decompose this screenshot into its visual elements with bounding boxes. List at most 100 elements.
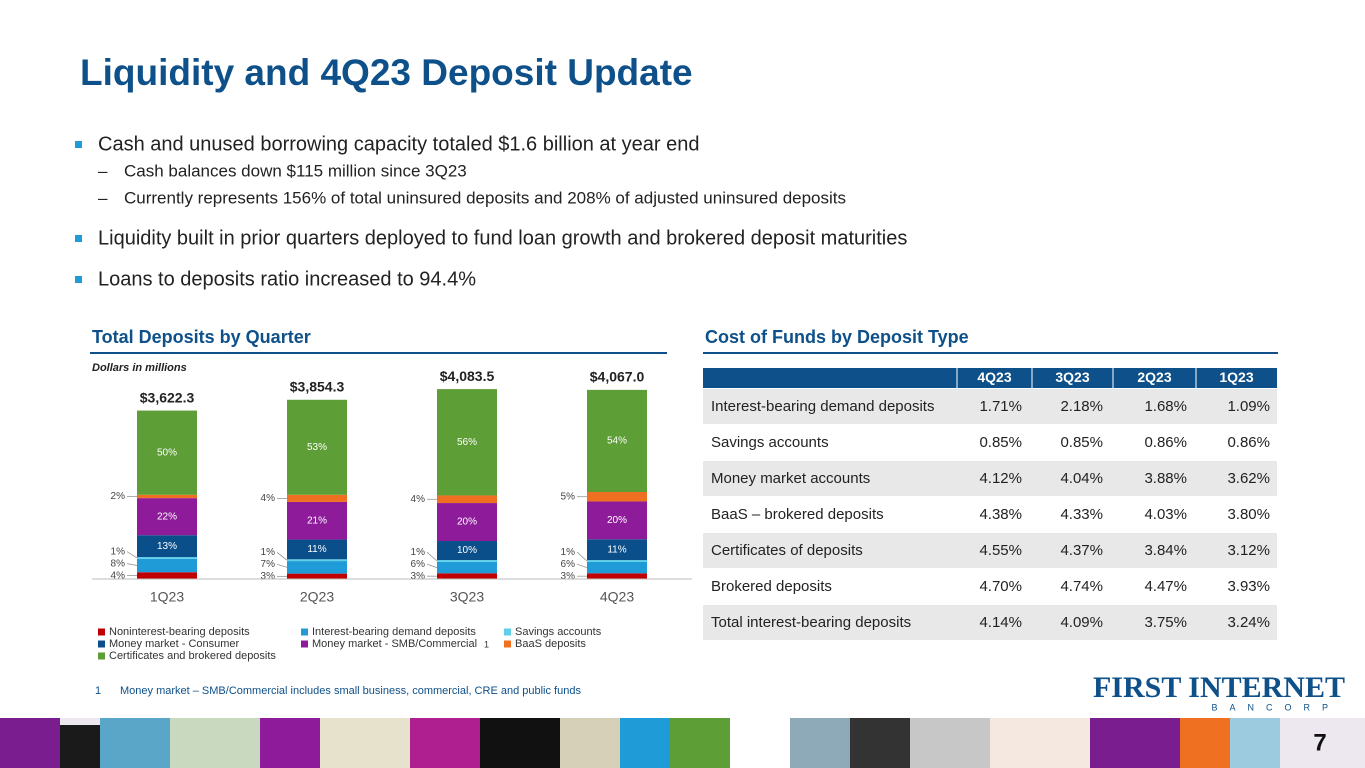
bar-segment (587, 539, 647, 561)
row-label: BaaS – brokered deposits (711, 506, 884, 523)
table-cell: 3.80% (1227, 506, 1270, 523)
sub-bullet-text: Cash balances down $115 million since 3Q… (124, 161, 467, 180)
bullet-text: Cash and unused borrowing capacity total… (98, 133, 700, 155)
x-tick-label: 2Q23 (300, 589, 334, 605)
bar-segment (437, 389, 497, 496)
table-cell: 0.86% (1227, 434, 1270, 451)
bar-segment (587, 389, 647, 493)
footnote-text: Money market – SMB/Commercial includes s… (120, 685, 581, 697)
table-cell: 4.37% (1060, 542, 1103, 559)
total-label: $4,083.5 (440, 368, 495, 384)
bar-segment (587, 561, 647, 574)
total-label: $3,622.3 (140, 389, 195, 405)
legend-label: Noninterest-bearing deposits (109, 626, 250, 638)
bar-segment (287, 399, 347, 495)
segment-label: 6% (561, 559, 576, 570)
table-cell: 3.84% (1144, 542, 1187, 559)
table-cell: 1.68% (1144, 398, 1187, 415)
row-label: Interest-bearing demand deposits (711, 398, 934, 415)
table-row (703, 497, 1277, 532)
bar-segment (287, 561, 347, 574)
bar-segment (137, 535, 197, 558)
table-row (703, 461, 1277, 496)
table-cell: 4.55% (979, 542, 1022, 559)
segment-label: 50% (157, 447, 177, 458)
table-cell: 3.75% (1144, 614, 1187, 631)
segment-label: 2% (111, 491, 126, 502)
segment-label: 6% (411, 559, 426, 570)
leader-line (126, 563, 138, 566)
legend-swatch (504, 628, 511, 636)
table-cell: 3.93% (1227, 578, 1270, 595)
bar-segment (437, 560, 497, 562)
segment-label: 3% (411, 571, 426, 582)
table-cell: 4.74% (1060, 578, 1103, 595)
table-cell: 4.70% (979, 578, 1022, 595)
legend-label: Certificates and brokered deposits (109, 650, 276, 662)
legend-swatch (98, 628, 105, 636)
column-header: 3Q23 (1055, 369, 1089, 385)
row-label: Savings accounts (711, 434, 829, 451)
table-header (703, 368, 1277, 388)
row-label: Money market accounts (711, 470, 870, 487)
footnote-marker: 1 (95, 685, 101, 697)
bullet-marker (75, 141, 82, 148)
segment-label: 54% (607, 436, 627, 447)
leader-line (426, 551, 438, 562)
table-cell: 0.86% (1144, 434, 1187, 451)
segment-label: 20% (457, 517, 477, 528)
decor-strip (0, 718, 1365, 768)
bar-segment (437, 503, 497, 542)
x-tick-label: 3Q23 (450, 589, 484, 605)
segment-label: 8% (111, 558, 126, 569)
legend-swatch (301, 640, 308, 648)
bar-segment (287, 494, 347, 502)
table-cell: 3.62% (1227, 470, 1270, 487)
bar-segment (287, 501, 347, 540)
bar-segment (137, 494, 197, 499)
table-cell: 0.85% (979, 434, 1022, 451)
table-row (703, 389, 1277, 424)
bar-segment (587, 560, 647, 562)
bar-segment (137, 410, 197, 495)
legend-label: Money market - SMB/Commercial (312, 638, 477, 650)
segment-label: 1% (111, 546, 126, 557)
segment-label: 4% (111, 570, 126, 581)
bar-segment (287, 573, 347, 579)
bullet-marker (75, 235, 82, 242)
legend-swatch (98, 640, 105, 648)
legend-label: Interest-bearing demand deposits (312, 626, 476, 638)
segment-label: 4% (411, 494, 426, 505)
bar-segment (137, 557, 197, 559)
table-cell: 4.09% (1060, 614, 1103, 631)
legend-swatch (504, 640, 511, 648)
leader-line (276, 552, 288, 561)
bar-segment (287, 559, 347, 562)
bar-segment (587, 573, 647, 579)
leader-line (576, 551, 588, 562)
table-cell: 4.14% (979, 614, 1022, 631)
segment-label: 10% (457, 545, 477, 556)
bar-segment (437, 495, 497, 504)
segment-label: 11% (307, 544, 326, 555)
table-cell: 2.18% (1060, 398, 1103, 415)
table-cell: 3.24% (1227, 614, 1270, 631)
column-header: 2Q23 (1137, 369, 1171, 385)
segment-label: 5% (561, 491, 576, 502)
legend-footnote-marker: 1 (484, 639, 489, 649)
table-cell: 1.09% (1227, 398, 1270, 415)
total-label: $3,854.3 (290, 378, 345, 394)
table-cell: 3.12% (1227, 542, 1270, 559)
column-header: 1Q23 (1219, 369, 1253, 385)
table-cell: 1.71% (979, 398, 1022, 415)
leader-line (576, 563, 588, 568)
bullet-marker (75, 276, 82, 283)
legend-label: Savings accounts (515, 626, 602, 638)
sub-dash: – (98, 161, 108, 180)
slide-title: Liquidity and 4Q23 Deposit Update (80, 52, 693, 93)
segment-label: 53% (307, 442, 327, 453)
bullet-text: Liquidity built in prior quarters deploy… (98, 227, 907, 249)
bar-segment (287, 539, 347, 560)
segment-label: 7% (261, 559, 276, 570)
